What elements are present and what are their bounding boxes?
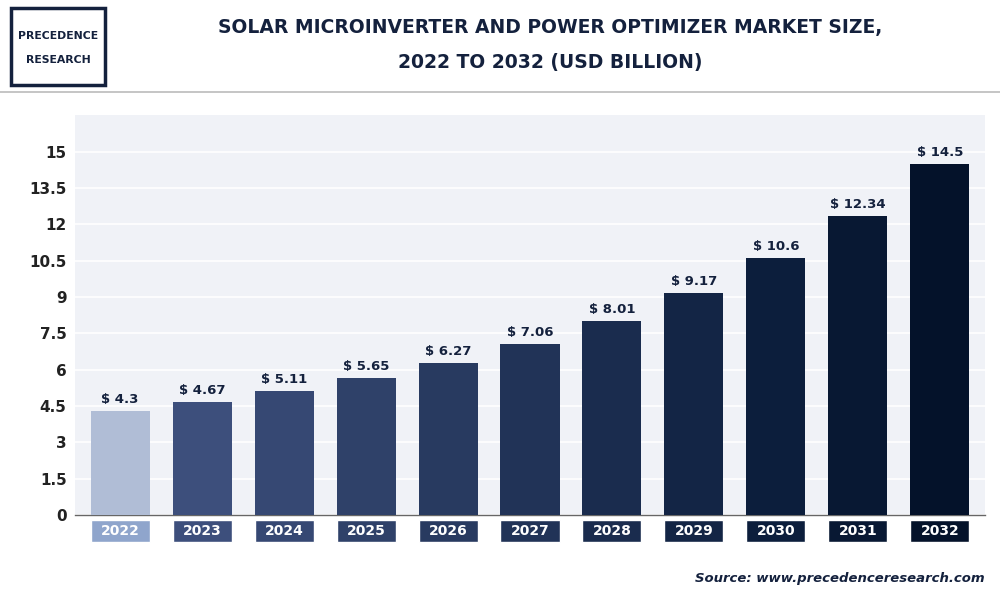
Text: 2025: 2025 <box>347 524 385 538</box>
Text: 2032: 2032 <box>921 524 959 538</box>
Text: $ 5.65: $ 5.65 <box>343 360 389 373</box>
Bar <box>910 164 969 515</box>
Text: $ 7.06: $ 7.06 <box>507 326 553 339</box>
FancyBboxPatch shape <box>337 520 396 542</box>
Bar <box>419 363 478 515</box>
Text: $ 14.5: $ 14.5 <box>917 146 963 159</box>
Text: 2029: 2029 <box>675 524 713 538</box>
FancyBboxPatch shape <box>828 520 887 542</box>
Bar <box>664 293 723 515</box>
Text: RESEARCH: RESEARCH <box>26 55 90 65</box>
FancyBboxPatch shape <box>11 8 105 85</box>
FancyBboxPatch shape <box>582 520 641 542</box>
Text: 2030: 2030 <box>757 524 795 538</box>
FancyBboxPatch shape <box>500 520 560 542</box>
Text: $ 4.67: $ 4.67 <box>179 384 225 397</box>
Text: 2024: 2024 <box>265 524 303 538</box>
FancyBboxPatch shape <box>910 520 969 542</box>
Text: 2023: 2023 <box>183 524 221 538</box>
Text: $ 4.3: $ 4.3 <box>101 392 139 406</box>
Text: 2022: 2022 <box>101 524 140 538</box>
Text: $ 5.11: $ 5.11 <box>261 373 307 386</box>
Bar <box>255 391 314 515</box>
Text: SOLAR MICROINVERTER AND POWER OPTIMIZER MARKET SIZE,: SOLAR MICROINVERTER AND POWER OPTIMIZER … <box>218 18 882 37</box>
Bar <box>91 411 150 515</box>
FancyBboxPatch shape <box>746 520 805 542</box>
Text: $ 8.01: $ 8.01 <box>589 303 635 316</box>
Bar <box>500 344 560 515</box>
Bar <box>173 402 232 515</box>
Bar <box>337 378 396 515</box>
Text: $ 9.17: $ 9.17 <box>671 275 717 288</box>
Text: Source: www.precedenceresearch.com: Source: www.precedenceresearch.com <box>695 572 985 585</box>
Text: $ 6.27: $ 6.27 <box>425 345 471 358</box>
Text: $ 12.34: $ 12.34 <box>830 198 886 211</box>
Text: PRECEDENCE: PRECEDENCE <box>18 31 98 41</box>
FancyBboxPatch shape <box>664 520 723 542</box>
Bar <box>746 258 805 515</box>
FancyBboxPatch shape <box>419 520 478 542</box>
Text: 2026: 2026 <box>429 524 467 538</box>
Text: $ 10.6: $ 10.6 <box>753 240 799 253</box>
FancyBboxPatch shape <box>91 520 150 542</box>
Text: 2031: 2031 <box>839 524 877 538</box>
FancyBboxPatch shape <box>255 520 314 542</box>
Text: 2027: 2027 <box>511 524 549 538</box>
Text: 2022 TO 2032 (USD BILLION): 2022 TO 2032 (USD BILLION) <box>398 53 702 72</box>
Bar <box>582 321 641 515</box>
Bar <box>828 216 887 515</box>
Text: 2028: 2028 <box>593 524 631 538</box>
FancyBboxPatch shape <box>173 520 232 542</box>
